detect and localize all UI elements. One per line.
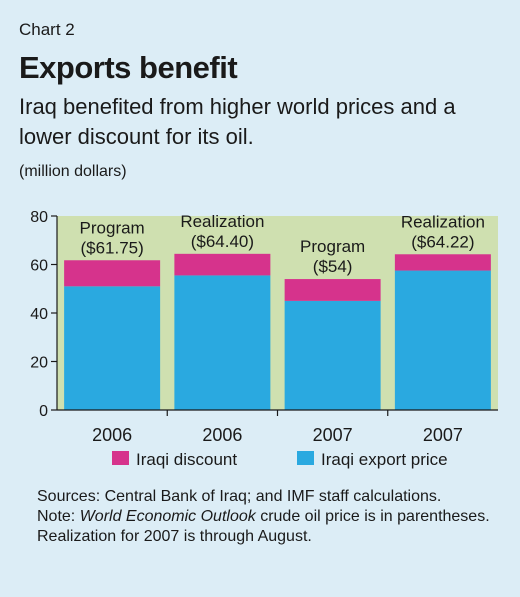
stacked-bar-chart: 020406080($61.75)Program2006($64.40)Real… — [30, 209, 498, 469]
legend-label: Iraqi export price — [321, 450, 448, 469]
legend-label: Iraqi discount — [136, 450, 237, 469]
bar-price-label: ($54) — [313, 257, 353, 276]
bar-type-label: Program — [300, 237, 365, 256]
bar-segment-export-price — [284, 300, 381, 410]
plot-area: 020406080($61.75)Program2006($64.40)Real… — [30, 209, 498, 469]
bar-price-label: ($61.75) — [80, 238, 143, 257]
legend-swatch — [112, 451, 129, 465]
chart-title: Exports benefit — [19, 50, 238, 85]
unit-label: (million dollars) — [19, 163, 127, 180]
y-tick-label: 80 — [30, 209, 48, 226]
sources-note: Sources: Central Bank of Iraq; and IMF s… — [37, 488, 442, 505]
note-prefix: Note: — [37, 508, 80, 525]
legend-swatch — [297, 451, 314, 465]
note-rest: crude oil price is in parentheses. Reali… — [37, 508, 490, 545]
price-note: Note: World Economic Outlook crude oil p… — [19, 507, 509, 547]
y-tick-label: 20 — [30, 355, 48, 372]
bar-type-label: Realization — [401, 212, 485, 231]
chart-number: Chart 2 — [19, 20, 75, 39]
bar-segment-export-price — [174, 275, 271, 410]
notes: Sources: Central Bank of Iraq; and IMF s… — [19, 487, 509, 547]
bar-segment-discount — [64, 260, 161, 287]
x-category-label: 2007 — [313, 425, 353, 445]
bar-segment-discount — [174, 253, 271, 276]
bar-segment-discount — [394, 254, 491, 271]
x-category-label: 2006 — [92, 425, 132, 445]
note-italic: World Economic Outlook — [79, 508, 256, 525]
x-category-label: 2006 — [202, 425, 242, 445]
bar-type-label: Realization — [180, 212, 264, 231]
bar-type-label: Program — [80, 218, 145, 237]
y-tick-label: 40 — [30, 306, 48, 323]
bar-segment-discount — [284, 279, 381, 301]
chart-subtitle: Iraq benefited from higher world prices … — [19, 94, 456, 149]
bar-price-label: ($64.40) — [191, 232, 254, 251]
bar-segment-export-price — [64, 286, 161, 410]
bar-segment-export-price — [394, 270, 491, 410]
x-category-label: 2007 — [423, 425, 463, 445]
bar-price-label: ($64.22) — [411, 232, 474, 251]
y-tick-label: 0 — [39, 403, 48, 420]
y-tick-label: 60 — [30, 258, 48, 275]
